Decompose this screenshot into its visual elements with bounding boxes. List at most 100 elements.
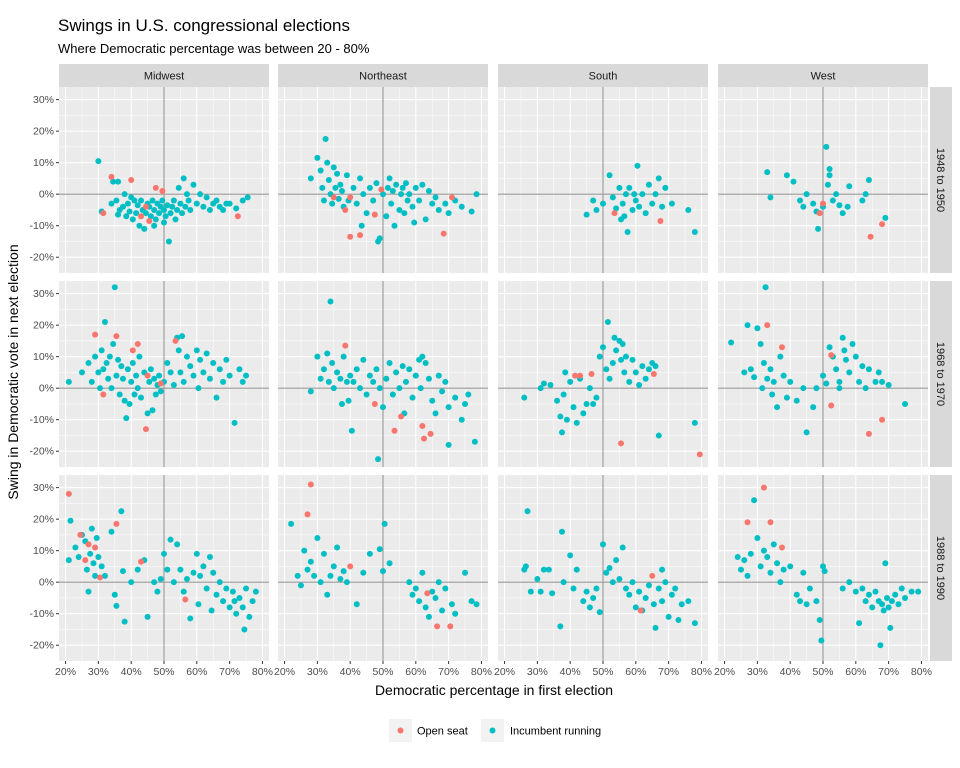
legend: Open seat Incumbent running: [389, 719, 601, 742]
data-point: [626, 591, 633, 598]
data-point: [404, 197, 411, 204]
data-point: [244, 194, 251, 201]
data-point: [200, 369, 207, 376]
x-tick-label: 20%: [55, 666, 76, 678]
strip-background: [930, 281, 952, 467]
x-tick-label: 70%: [658, 666, 679, 678]
data-point: [820, 563, 826, 570]
data-point: [297, 582, 304, 589]
data-point: [353, 200, 360, 207]
data-point: [629, 579, 636, 586]
data-point: [136, 353, 143, 360]
data-point: [170, 197, 177, 204]
data-point: [665, 613, 672, 620]
data-point: [203, 350, 210, 357]
data-point: [121, 618, 128, 625]
data-point: [343, 172, 350, 179]
x-tick-label: 80%: [252, 666, 273, 678]
data-point: [447, 623, 454, 630]
data-point: [90, 560, 97, 567]
data-point: [659, 598, 666, 605]
data-point: [618, 356, 625, 363]
data-point: [767, 366, 774, 373]
data-point: [307, 481, 314, 488]
data-point: [92, 353, 99, 360]
data-point: [883, 594, 890, 601]
data-point: [97, 574, 104, 581]
data-point: [432, 194, 439, 201]
data-point: [113, 372, 120, 379]
data-point: [95, 158, 102, 165]
data-point: [325, 378, 332, 385]
data-point: [95, 369, 102, 376]
data-point: [131, 197, 138, 204]
data-point: [144, 613, 151, 620]
data-point: [600, 541, 606, 548]
data-point: [452, 610, 459, 617]
facet-column-label: South: [589, 71, 618, 83]
data-point: [401, 210, 408, 217]
data-point: [119, 203, 126, 210]
legend-key-point: [489, 727, 496, 734]
data-point: [98, 347, 105, 354]
data-point: [233, 610, 240, 617]
data-point: [294, 572, 301, 579]
data-point: [879, 378, 886, 385]
data-point: [110, 341, 117, 348]
data-point: [422, 359, 429, 366]
data-point: [317, 167, 324, 174]
data-point: [611, 334, 618, 341]
data-point: [353, 366, 360, 373]
data-point: [570, 585, 577, 592]
data-point: [301, 547, 308, 554]
x-tick-label: 20%: [274, 666, 295, 678]
facet-panel-1948-to-1950-midwest: [59, 87, 269, 273]
data-point: [220, 378, 227, 385]
data-point: [445, 404, 452, 411]
data-point: [859, 585, 866, 592]
data-point: [442, 378, 449, 385]
data-point: [593, 394, 600, 401]
data-point: [882, 214, 889, 221]
data-point: [180, 378, 187, 385]
data-point: [151, 375, 158, 382]
data-point: [629, 356, 636, 363]
x-tick-label: 30%: [307, 666, 328, 678]
data-point: [885, 382, 892, 389]
data-point: [197, 572, 204, 579]
data-point: [193, 347, 200, 354]
data-point: [329, 359, 336, 366]
facet-strips: Midwest Northeast South West 1948 to 1950 196…: [59, 64, 952, 661]
data-point: [412, 585, 419, 592]
data-point: [869, 604, 876, 611]
data-point: [324, 350, 331, 357]
data-point: [111, 591, 118, 598]
data-point: [347, 194, 354, 201]
data-point: [619, 200, 626, 207]
strip-background: [59, 64, 269, 87]
data-point: [826, 165, 833, 172]
y-tick-label: 30%: [33, 482, 54, 494]
data-point: [406, 366, 413, 373]
data-point: [338, 400, 345, 407]
data-point: [659, 203, 666, 210]
y-tick-label: 20%: [33, 320, 54, 332]
data-point: [751, 497, 758, 504]
y-tick-label: 20%: [33, 514, 54, 526]
data-point: [577, 372, 584, 379]
data-point: [129, 347, 136, 354]
data-point: [324, 159, 331, 166]
data-point: [642, 375, 649, 382]
data-point: [622, 353, 629, 360]
data-point: [586, 604, 593, 611]
data-point: [652, 624, 659, 631]
data-point: [734, 553, 741, 560]
data-point: [399, 184, 406, 191]
facet-panels: [59, 87, 928, 661]
y-tick-label: 10%: [33, 545, 54, 557]
data-point: [668, 591, 675, 598]
data-point: [619, 544, 626, 551]
data-point: [376, 235, 383, 242]
data-point: [590, 594, 597, 601]
data-point: [642, 594, 649, 601]
